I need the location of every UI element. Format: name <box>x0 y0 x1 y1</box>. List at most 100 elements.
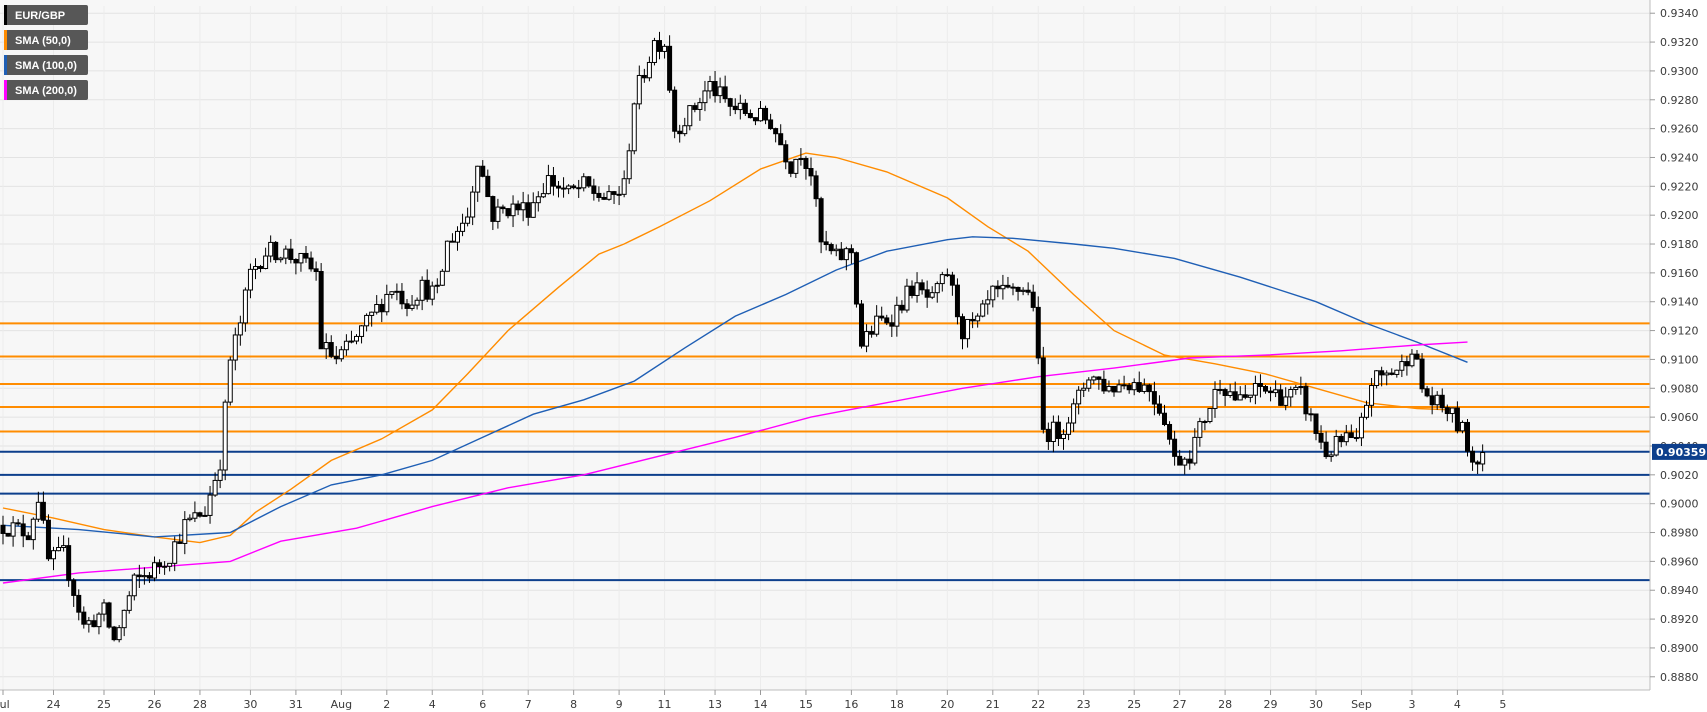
sma-line <box>2 341 1468 584</box>
legend[interactable]: EUR/GBP SMA (50,0) SMA (100,0) SMA (200,0) <box>4 5 88 100</box>
sma-line <box>2 152 1453 544</box>
candle <box>828 242 834 255</box>
candle-body <box>253 266 258 270</box>
candle-body <box>980 303 986 317</box>
candle-body <box>727 98 733 107</box>
y-tick-label: 0.9200 <box>1660 209 1699 222</box>
x-tick-label: 25 <box>1127 698 1141 711</box>
candle-body <box>5 532 11 537</box>
legend-item[interactable] <box>4 80 88 100</box>
candle-body <box>576 187 582 190</box>
candle-body <box>1197 421 1203 438</box>
candle-body <box>747 112 753 119</box>
candle-body <box>384 293 390 313</box>
candle <box>1288 386 1294 407</box>
legend-swatch <box>4 80 7 100</box>
candle-body <box>742 102 748 114</box>
candle-body <box>465 216 471 224</box>
candle-body <box>667 45 673 91</box>
candle-body <box>793 158 799 174</box>
candle-body <box>773 128 779 135</box>
x-tick-label: Sep <box>1351 698 1372 711</box>
candle <box>202 506 208 517</box>
candle-body <box>606 191 612 200</box>
candle-body <box>217 469 223 481</box>
candle-body <box>717 86 723 97</box>
candle-body <box>313 268 319 273</box>
candle <box>1293 384 1299 395</box>
candle-body <box>960 316 965 340</box>
candle <box>1010 283 1016 296</box>
candle <box>611 190 617 205</box>
candle-body <box>1263 385 1268 392</box>
candle-body <box>76 594 82 613</box>
candle-body <box>581 176 587 189</box>
candle <box>475 165 481 202</box>
candle-body <box>283 248 289 259</box>
candle <box>707 75 713 99</box>
candle-body <box>1040 357 1046 430</box>
candle-body <box>798 158 804 161</box>
candle-body <box>222 401 228 471</box>
candle-body <box>909 285 915 296</box>
candle <box>1454 401 1460 434</box>
candle <box>1414 349 1420 360</box>
candle <box>465 207 471 227</box>
candle <box>1268 386 1274 402</box>
candle-body <box>1177 455 1183 466</box>
candle-body <box>1419 358 1425 390</box>
candle <box>884 314 890 326</box>
candle <box>1192 428 1198 466</box>
candle-body <box>455 230 460 243</box>
candle-body <box>429 285 435 300</box>
candle-body <box>1071 403 1077 424</box>
candle <box>505 208 511 219</box>
candle-body <box>1343 432 1349 443</box>
candle <box>636 65 642 110</box>
candle-body <box>96 613 102 628</box>
x-tick-label: 9 <box>616 698 623 711</box>
candle <box>318 263 324 350</box>
candle <box>1116 379 1122 393</box>
candle-body <box>939 274 945 285</box>
x-tick-label: 11 <box>658 698 672 711</box>
candle-body <box>763 107 769 121</box>
candle <box>217 459 223 489</box>
candle <box>1348 424 1354 439</box>
candle <box>571 183 577 190</box>
x-tick-label: 20 <box>940 698 954 711</box>
candle-body <box>500 206 506 210</box>
legend-item[interactable] <box>4 55 88 75</box>
candle-body <box>202 514 208 517</box>
legend-item[interactable] <box>4 30 88 50</box>
candle <box>480 160 486 178</box>
y-tick-label: 0.9340 <box>1660 7 1699 20</box>
candle-body <box>404 303 410 309</box>
y-tick-label: 0.8900 <box>1660 642 1699 655</box>
candle-body <box>1101 378 1107 392</box>
candle <box>510 195 516 228</box>
candle <box>1323 431 1329 459</box>
candle <box>1025 282 1031 296</box>
candle-body <box>121 609 127 629</box>
candle-body <box>333 355 339 360</box>
legend-swatch <box>4 5 7 25</box>
candle-body <box>949 274 955 286</box>
candle-body <box>1470 450 1476 463</box>
candle-body <box>86 620 92 625</box>
candle-body <box>586 176 592 187</box>
candle-body <box>722 86 728 100</box>
candle <box>838 242 844 261</box>
candle-body <box>1126 384 1132 391</box>
candle <box>126 591 132 614</box>
candle-body <box>692 105 698 110</box>
candle-body <box>242 289 248 324</box>
y-tick-label: 0.9160 <box>1660 267 1699 280</box>
candle <box>1480 444 1486 472</box>
candle <box>909 280 915 299</box>
candle-body <box>707 81 713 92</box>
candle-body <box>177 541 183 544</box>
candle <box>152 556 157 582</box>
legend-item[interactable] <box>4 5 88 25</box>
